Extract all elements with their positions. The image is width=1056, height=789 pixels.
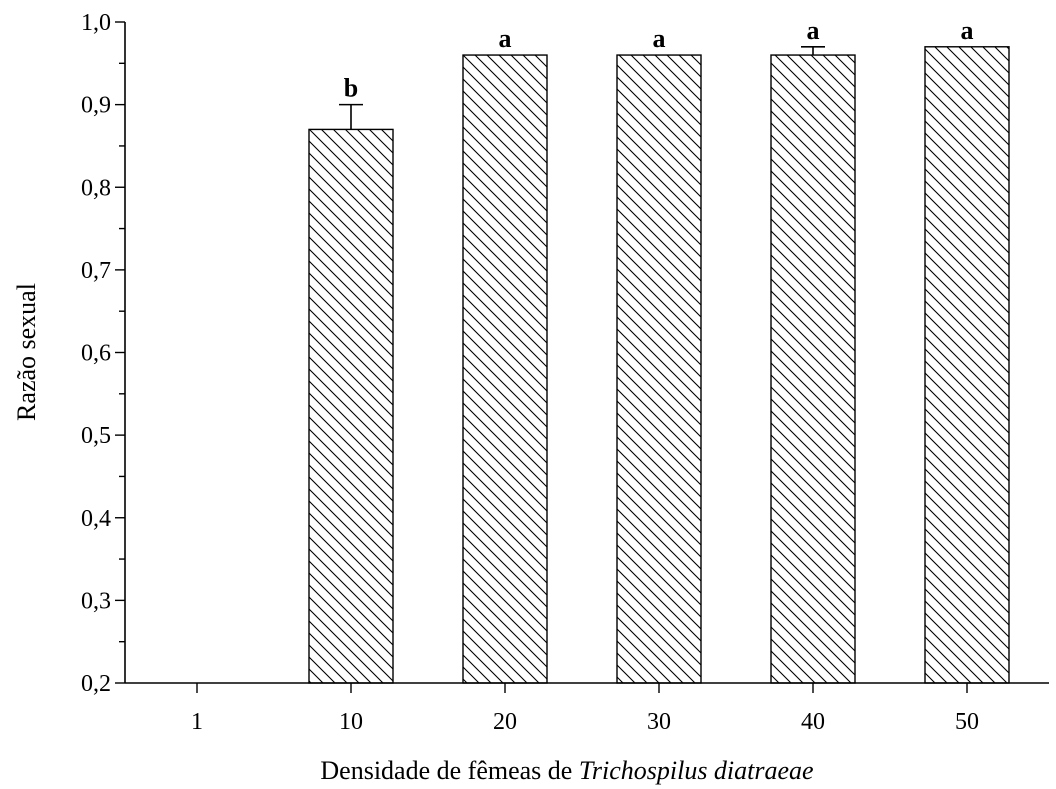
significance-label-50: a — [961, 16, 974, 45]
y-tick-label: 1,0 — [81, 10, 111, 36]
y-tick-label: 0,4 — [81, 506, 111, 532]
axes-group — [124, 22, 1049, 684]
bar-30 — [616, 54, 702, 684]
x-axis-title-species: Trichospilus diatraeae — [579, 756, 814, 785]
bar-50 — [924, 46, 1010, 684]
y-axis-title: Razão sexual — [12, 283, 41, 421]
bar-40 — [770, 54, 856, 684]
x-tick-label: 10 — [339, 709, 363, 735]
x-ticks-group: 1 10 20 30 40 50 — [191, 683, 979, 735]
y-ticks-group: 0,2 0,3 0,4 0,5 0,6 0,7 0,8 0,9 1,0 — [81, 10, 125, 697]
significance-label-40: a — [807, 16, 820, 45]
significance-labels-group: b a a a a — [344, 16, 974, 103]
significance-label-30: a — [653, 24, 666, 53]
y-tick-label: 0,8 — [81, 175, 111, 201]
x-tick-label: 1 — [191, 709, 203, 735]
x-axis-title-prefix: Densidade de fêmeas de — [320, 756, 578, 785]
y-tick-label: 0,6 — [81, 341, 111, 367]
y-tick-label: 0,5 — [81, 423, 111, 449]
x-tick-label: 40 — [801, 709, 825, 735]
x-tick-label: 30 — [647, 709, 671, 735]
error-bar-10 — [339, 103, 363, 130]
y-tick-label: 0,3 — [81, 588, 111, 614]
y-tick-label: 0,9 — [81, 93, 111, 119]
bars-group — [308, 46, 1010, 684]
significance-label-20: a — [499, 24, 512, 53]
x-tick-label: 20 — [493, 709, 517, 735]
bar-20 — [462, 54, 548, 684]
y-tick-label: 0,2 — [81, 671, 111, 697]
x-axis-title: Densidade de fêmeas de Trichospilus diat… — [320, 756, 813, 785]
significance-label-10: b — [344, 74, 358, 103]
y-tick-label: 0,7 — [81, 258, 111, 284]
error-bar-40 — [801, 45, 825, 56]
error-bars-group — [339, 45, 825, 130]
x-tick-label: 50 — [955, 709, 979, 735]
bar-10 — [308, 128, 394, 684]
